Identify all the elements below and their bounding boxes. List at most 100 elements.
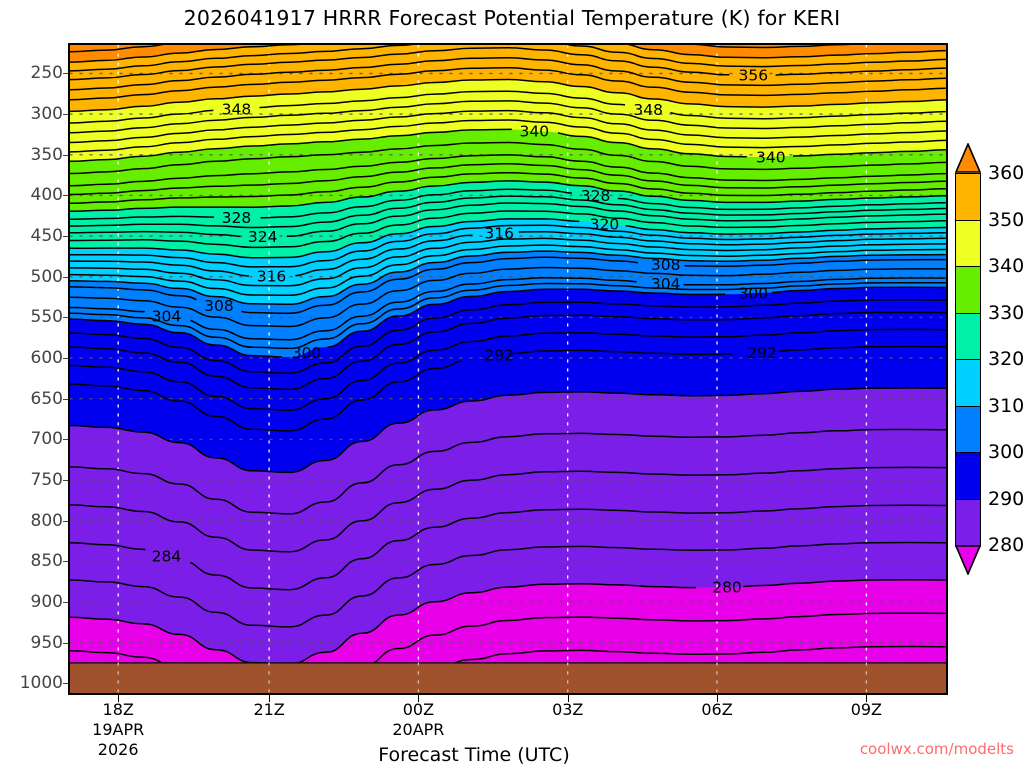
y-axis-label: 400	[30, 185, 63, 206]
x-axis-label: 18Z 19APR 2026	[92, 700, 144, 759]
contour-label: 304	[152, 308, 182, 326]
x-axis-label-date: 20APR	[392, 720, 445, 739]
contour-label: 340	[756, 148, 786, 166]
y-axis-label: 350	[30, 144, 63, 165]
x-axis-label: 21Z	[253, 700, 284, 719]
colorbar-label: 330	[988, 301, 1024, 324]
y-axis-label: 1000	[19, 673, 63, 694]
y-axis-tick	[63, 398, 68, 400]
y-axis-label: 800	[30, 510, 63, 531]
y-axis-label: 650	[30, 388, 63, 409]
contour-label: 300	[739, 285, 769, 303]
contour-label: 316	[484, 224, 514, 242]
y-axis-label: 450	[30, 226, 63, 247]
colorbar-under-arrow	[955, 545, 981, 575]
x-axis-tick	[118, 695, 120, 702]
y-axis: 250 300 350 400 450 500 550 600 650 700 750 800 850 9…	[0, 0, 63, 768]
x-axis-label-time: 21Z	[253, 700, 285, 719]
x-axis-label-time: 09Z	[850, 700, 883, 719]
colorbar-segment	[955, 266, 981, 314]
contour-label: 340	[520, 123, 550, 141]
contour-label: 348	[222, 100, 252, 118]
colorbar-label: 280	[988, 534, 1024, 556]
contour-label: 292	[484, 347, 514, 365]
x-axis-tick	[866, 695, 868, 702]
y-axis-tick	[63, 317, 68, 319]
plot-area: 356 348 348 340 340 328 328 324 320 316 316 308 308 3…	[68, 43, 948, 695]
y-axis-tick	[63, 73, 68, 75]
contour-label: 280	[712, 579, 742, 597]
y-axis-tick	[63, 236, 68, 238]
y-axis-label: 550	[30, 307, 63, 328]
x-axis-label-time: 03Z	[552, 700, 584, 719]
x-axis-tick	[567, 695, 569, 702]
x-axis-label-date: 19APR	[92, 720, 145, 739]
colorbar-label: 300	[988, 441, 1024, 463]
y-axis-tick	[63, 520, 68, 522]
y-axis-tick	[63, 683, 68, 685]
y-axis-tick	[63, 114, 68, 116]
y-axis-label: 850	[30, 551, 63, 572]
contour-label: 316	[257, 268, 287, 286]
y-axis-label: 900	[30, 591, 63, 612]
colorbar-segment	[955, 498, 981, 547]
x-axis-label-time: 06Z	[701, 700, 733, 719]
y-axis-tick	[63, 195, 68, 197]
contour-label: 308	[651, 256, 681, 274]
colorbar-label: 350	[988, 208, 1024, 231]
y-axis-tick	[63, 479, 68, 481]
credit-watermark: coolwx.com/modelts	[859, 740, 1014, 758]
x-axis-title: Forecast Time (UTC)	[378, 744, 570, 766]
y-axis-tick	[63, 358, 68, 360]
y-axis-tick	[63, 601, 68, 603]
y-axis-label: 300	[30, 104, 63, 125]
colorbar-segment	[955, 173, 981, 221]
colorbar-over-arrow	[955, 143, 981, 173]
contour-label: 320	[590, 216, 620, 234]
contour-label: 308	[204, 297, 234, 315]
colorbar-segment	[955, 452, 981, 500]
contour-label: 304	[651, 275, 681, 293]
colorbar-label: 320	[988, 348, 1024, 370]
colorbar	[955, 143, 981, 575]
page-title: 2026041917 HRRR Forecast Potential Tempe…	[183, 6, 841, 30]
y-axis-tick	[63, 154, 68, 156]
y-axis-tick	[63, 276, 68, 278]
contour-label: 348	[633, 101, 663, 119]
x-axis-label: 06Z	[701, 700, 732, 719]
x-axis-tick	[269, 695, 271, 702]
x-axis-label: 03Z	[552, 700, 583, 719]
colorbar-label: 360	[988, 162, 1024, 184]
x-axis-tick	[717, 695, 718, 702]
contour-label: 324	[248, 228, 278, 246]
colorbar-segment	[955, 405, 981, 454]
colorbar-segment	[955, 312, 981, 361]
terrain-band	[70, 662, 946, 693]
y-axis-label: 950	[30, 632, 63, 653]
x-axis-label-year: 2026	[97, 740, 139, 759]
contour-label: 356	[739, 67, 769, 85]
x-axis-label-time: 18Z	[102, 700, 134, 719]
y-axis-tick	[63, 439, 68, 441]
x-axis-label: 00Z 20APR	[392, 700, 444, 739]
contour-label: 284	[152, 548, 182, 566]
y-axis-tick	[63, 642, 68, 644]
contour-label: 300	[292, 344, 322, 362]
colorbar-segment	[955, 359, 981, 407]
y-axis-label: 600	[30, 348, 63, 369]
colorbar-label: 310	[988, 394, 1024, 417]
colorbar-label: 290	[988, 487, 1024, 510]
contour-label: 292	[747, 344, 777, 362]
colorbar-segment	[955, 219, 981, 268]
contour-label: 328	[222, 209, 252, 227]
colorbar-label: 340	[988, 255, 1024, 277]
contour-label: 328	[581, 187, 611, 205]
y-axis-label: 250	[30, 63, 63, 84]
x-axis-tick	[418, 695, 420, 702]
x-axis-label: 09Z	[851, 700, 882, 719]
y-axis-label: 500	[30, 266, 63, 287]
y-axis-tick	[63, 561, 68, 563]
y-axis-label: 750	[30, 469, 63, 490]
